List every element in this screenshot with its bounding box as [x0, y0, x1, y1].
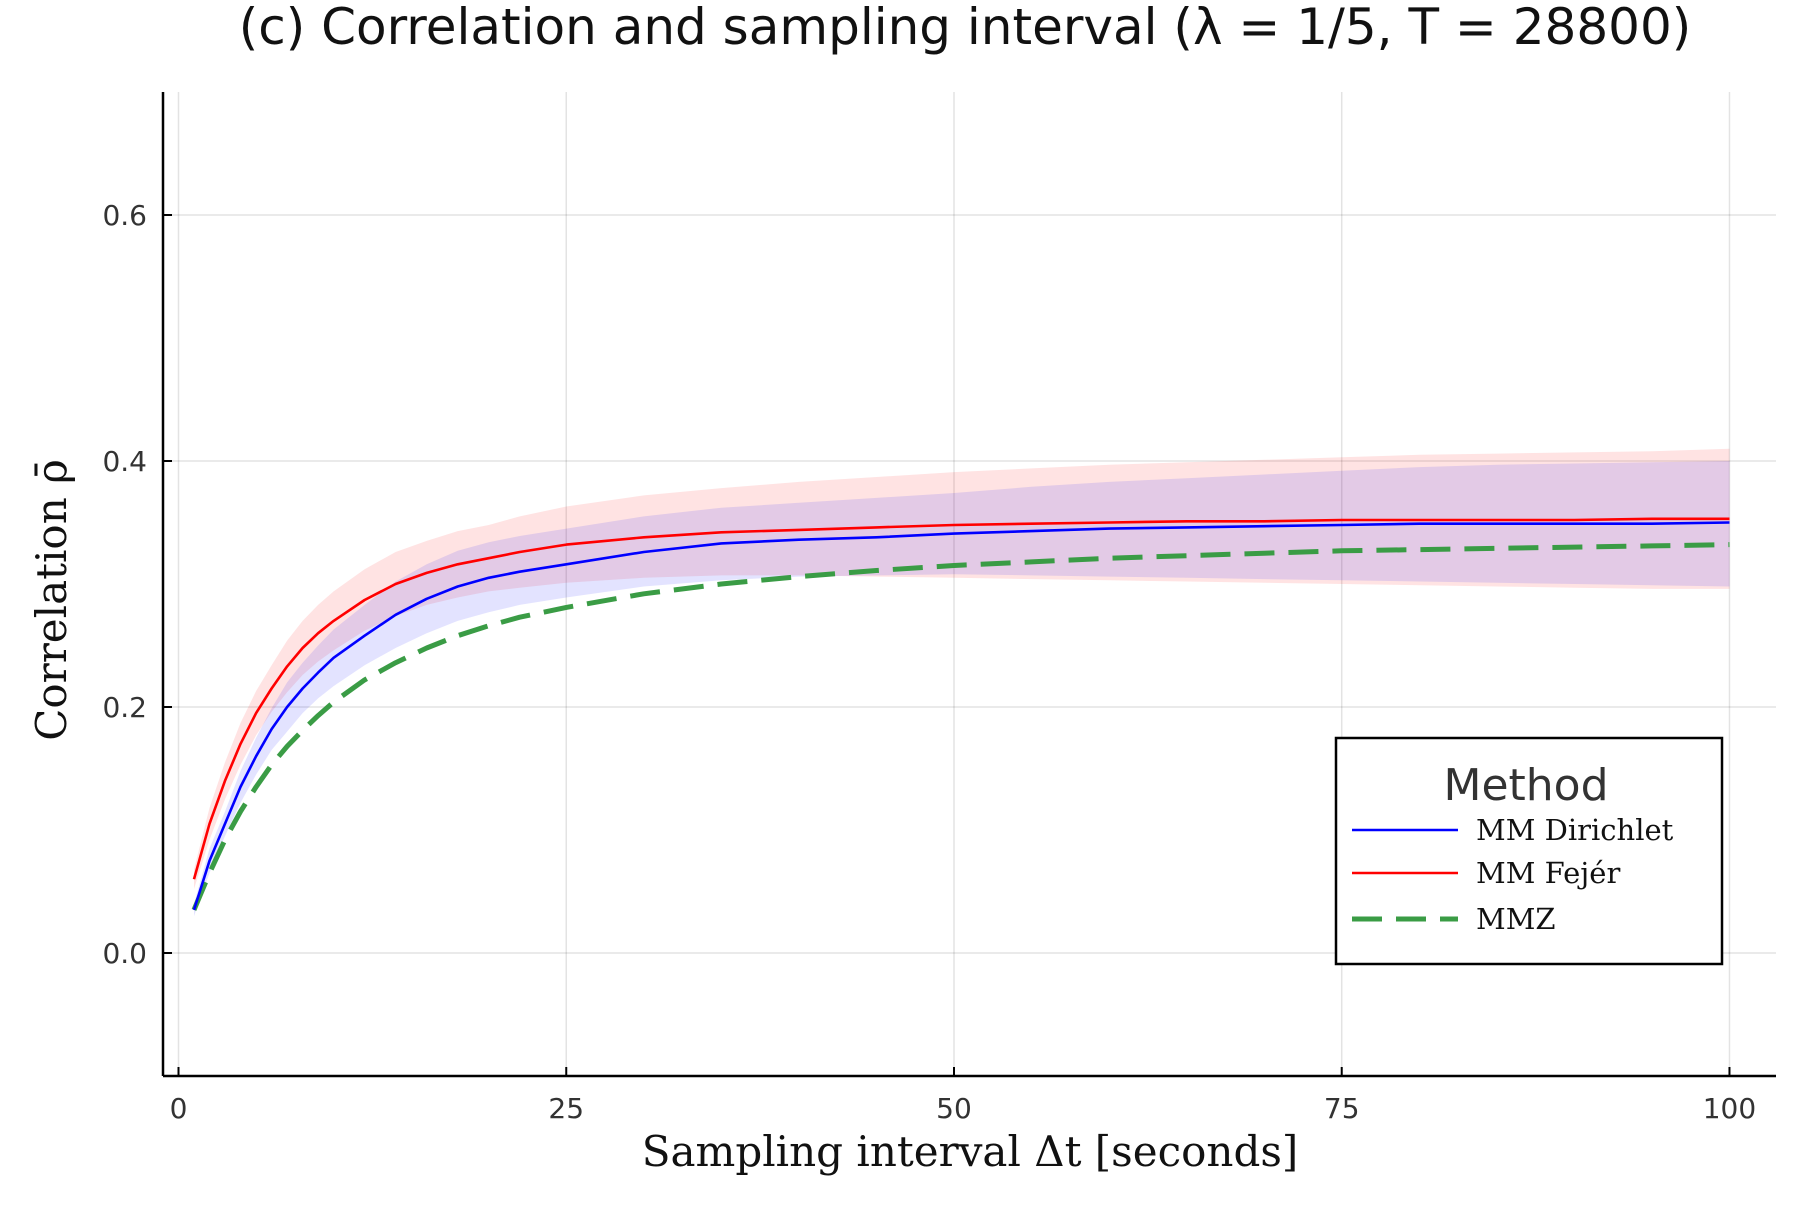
series-line-mm-dirichlet [192, 521, 1730, 911]
x-tick-label: 0 [170, 1092, 188, 1125]
y-tick-label: 0.0 [102, 937, 147, 970]
legend-label: MM Fejér [1476, 856, 1620, 890]
ticks: 0 25 50 75 100 0.0 0.2 0.4 0.6 [102, 199, 1756, 1125]
chart-title: (c) Correlation and sampling interval (λ… [239, 0, 1692, 56]
legend-label: MMZ [1476, 902, 1556, 936]
y-axis-label: Correlation ρ̄ [27, 459, 76, 741]
y-tick-label: 0.4 [102, 445, 147, 478]
series-lines [191, 517, 1730, 911]
legend-label: MM Dirichlet [1476, 813, 1674, 847]
band-mm-dirichlet [194, 461, 1730, 917]
x-tick-label: 25 [548, 1092, 584, 1125]
x-tick-label: 75 [1324, 1092, 1360, 1125]
band-mm-fej-r [194, 448, 1730, 889]
axes [161, 92, 1776, 1078]
y-tick-label: 0.2 [102, 691, 147, 724]
x-axis-label: Sampling interval Δt [seconds] [642, 1127, 1299, 1176]
legend-box [1334, 736, 1724, 966]
y-tick-label: 0.6 [102, 199, 147, 232]
confidence-bands [194, 448, 1730, 917]
x-tick-label: 50 [936, 1092, 972, 1125]
series-line-mm-fej-r [192, 517, 1730, 880]
legend: Method MM Dirichlet MM Fejér MMZ [1334, 736, 1724, 966]
legend-entries: MM Dirichlet MM Fejér MMZ [1352, 813, 1674, 936]
grid [163, 92, 1776, 1076]
x-tick-label: 100 [1703, 1092, 1756, 1125]
legend-title: Method [1443, 760, 1608, 811]
